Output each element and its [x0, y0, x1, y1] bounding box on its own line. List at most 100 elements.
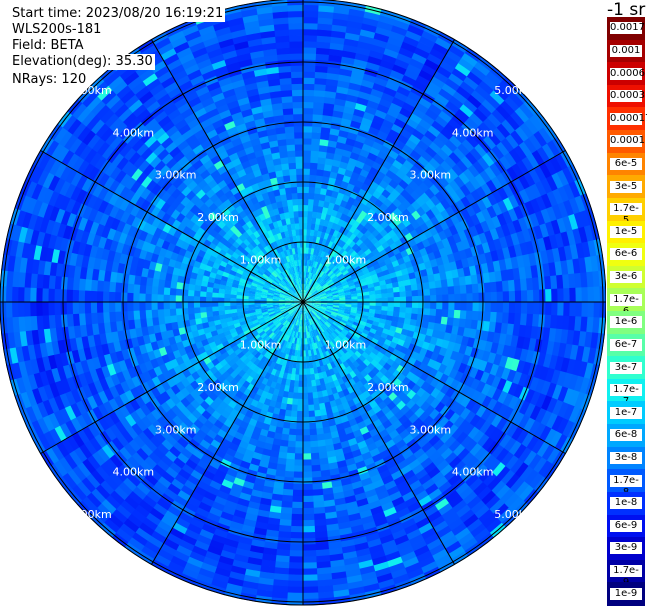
range-gate-cell — [327, 262, 334, 270]
range-gate-cell — [435, 93, 450, 107]
range-gate-cell — [312, 120, 323, 128]
range-gate-cell — [306, 228, 311, 236]
range-gate-cell — [364, 105, 378, 116]
range-gate-cell — [472, 292, 480, 303]
range-gate-cell — [331, 159, 342, 168]
range-gate-cell — [285, 458, 295, 466]
range-gate-cell — [357, 249, 365, 257]
range-gate-cell — [323, 96, 336, 105]
range-gate-cell — [310, 223, 316, 231]
range-gate-cell — [424, 295, 431, 303]
range-gate-cell — [310, 266, 315, 274]
range-gate-cell — [445, 49, 463, 64]
range-gate-cell — [108, 291, 116, 302]
range-gate-cell — [342, 174, 352, 184]
range-gate-cell — [556, 169, 570, 187]
range-gate-cell — [370, 44, 387, 55]
range-gate-cell — [482, 117, 498, 133]
range-gate-cell — [354, 255, 363, 263]
range-gate-cell — [309, 266, 313, 273]
range-gate-cell — [417, 302, 425, 309]
range-gate-cell — [376, 130, 389, 141]
range-gate-cell — [508, 290, 516, 303]
range-gate-cell — [305, 241, 310, 248]
range-gate-cell — [394, 91, 409, 103]
range-gate-cell — [316, 255, 321, 263]
range-gate-cell — [286, 452, 296, 460]
range-gate-cell — [353, 265, 362, 272]
range-gate-cell — [321, 238, 328, 246]
range-gate-cell — [357, 40, 373, 51]
range-gate-cell — [442, 54, 460, 69]
range-gate-cell — [310, 150, 320, 158]
range-gate-cell — [421, 64, 438, 77]
range-gate-cell — [303, 204, 309, 212]
range-gate-cell — [307, 265, 311, 273]
range-gate-cell — [328, 48, 344, 57]
range-gate-cell — [315, 53, 330, 61]
range-gate-cell — [286, 592, 303, 600]
range-gate-cell — [372, 114, 386, 126]
range-gate-cell — [474, 85, 491, 100]
range-gate-cell — [575, 287, 583, 303]
range-gate-cell — [333, 259, 340, 267]
range-gate-cell — [322, 266, 329, 273]
range-gate-cell — [374, 76, 389, 88]
range-gate-cell — [321, 281, 327, 287]
range-gate-cell — [363, 258, 372, 266]
range-gate-cell — [311, 464, 321, 472]
range-gate-cell — [411, 302, 419, 309]
range-gate-cell — [470, 189, 483, 203]
range-gate-cell — [335, 141, 346, 150]
range-gate-cell — [223, 305, 231, 311]
range-gate-cell — [373, 32, 391, 43]
range-gate-cell — [304, 289, 307, 297]
range-gate-cell — [502, 183, 515, 199]
range-gate-cell — [368, 49, 385, 61]
range-gate-cell — [554, 153, 569, 171]
range-gate-cell — [305, 253, 309, 260]
range-gate-cell — [127, 283, 135, 294]
range-gate-cell — [292, 483, 303, 491]
range-gate-cell — [410, 219, 421, 230]
range-gate-cell — [381, 302, 389, 307]
range-gate-cell — [484, 302, 492, 313]
range-gate-cell — [430, 75, 446, 89]
range-gate-cell — [327, 254, 334, 262]
range-gate-cell — [477, 311, 485, 322]
range-gate-cell — [296, 416, 303, 424]
range-gate-cell — [429, 47, 447, 62]
range-gate-cell — [132, 301, 140, 311]
range-gate-cell — [303, 289, 306, 297]
range-gate-cell — [481, 208, 492, 222]
range-gate-cell — [514, 290, 522, 303]
range-gate-cell — [324, 276, 331, 282]
range-gate-cell — [379, 97, 393, 109]
range-gate-cell — [303, 131, 313, 139]
range-gate-cell — [360, 23, 378, 33]
range-gate-cell — [316, 162, 326, 171]
range-gate-cell — [334, 197, 343, 206]
range-gate-cell — [368, 94, 382, 105]
range-gate-cell — [349, 233, 357, 241]
range-gate-cell — [315, 275, 320, 282]
range-gate-cell — [447, 167, 460, 181]
range-gate-cell — [307, 386, 313, 394]
range-gate-cell — [303, 47, 318, 54]
range-gate-cell — [328, 281, 335, 287]
range-gate-cell — [418, 181, 430, 193]
range-gate-cell — [381, 118, 395, 130]
range-gate-cell — [291, 404, 298, 412]
range-gate-cell — [312, 290, 319, 295]
range-gate-cell — [516, 159, 530, 176]
range-gate-cell — [392, 64, 408, 76]
range-gate-cell — [425, 209, 436, 220]
range-gate-cell — [544, 159, 558, 177]
range-gate-cell — [312, 205, 319, 213]
range-gate-cell — [454, 62, 472, 77]
range-gate-cell — [316, 35, 332, 43]
range-gate-cell — [289, 544, 303, 551]
range-gate-cell — [520, 302, 528, 315]
range-gate-cell — [424, 86, 440, 100]
range-gate-cell — [289, 416, 297, 424]
